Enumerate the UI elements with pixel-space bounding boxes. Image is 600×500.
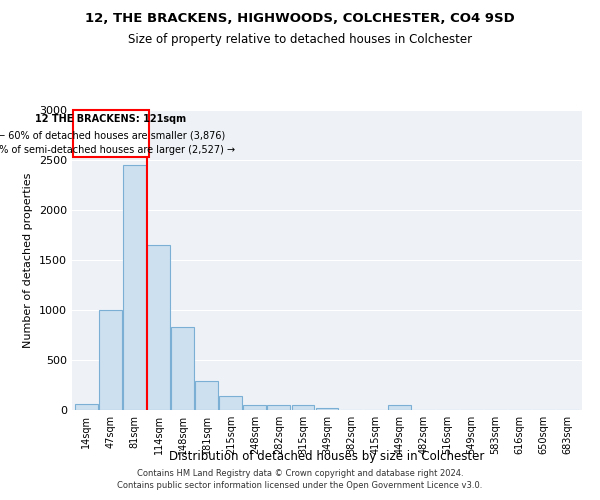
Bar <box>316 408 338 410</box>
Bar <box>388 405 410 410</box>
Bar <box>99 310 122 410</box>
Bar <box>292 404 314 410</box>
Text: Size of property relative to detached houses in Colchester: Size of property relative to detached ho… <box>128 32 472 46</box>
Text: Contains public sector information licensed under the Open Government Licence v3: Contains public sector information licen… <box>118 481 482 490</box>
Text: 39% of semi-detached houses are larger (2,527) →: 39% of semi-detached houses are larger (… <box>0 146 235 156</box>
Text: Contains HM Land Registry data © Crown copyright and database right 2024.: Contains HM Land Registry data © Crown c… <box>137 468 463 477</box>
Text: 12 THE BRACKENS: 121sqm: 12 THE BRACKENS: 121sqm <box>35 114 187 124</box>
Bar <box>220 396 242 410</box>
FancyBboxPatch shape <box>73 110 149 157</box>
Bar <box>244 404 266 410</box>
Text: Distribution of detached houses by size in Colchester: Distribution of detached houses by size … <box>169 450 485 463</box>
Bar <box>123 165 146 410</box>
Bar <box>75 404 98 410</box>
Bar <box>195 381 218 410</box>
Bar <box>268 404 290 410</box>
Text: 12, THE BRACKENS, HIGHWOODS, COLCHESTER, CO4 9SD: 12, THE BRACKENS, HIGHWOODS, COLCHESTER,… <box>85 12 515 26</box>
Y-axis label: Number of detached properties: Number of detached properties <box>23 172 34 348</box>
Bar <box>147 245 170 410</box>
Bar <box>171 326 194 410</box>
Text: ← 60% of detached houses are smaller (3,876): ← 60% of detached houses are smaller (3,… <box>0 130 225 140</box>
